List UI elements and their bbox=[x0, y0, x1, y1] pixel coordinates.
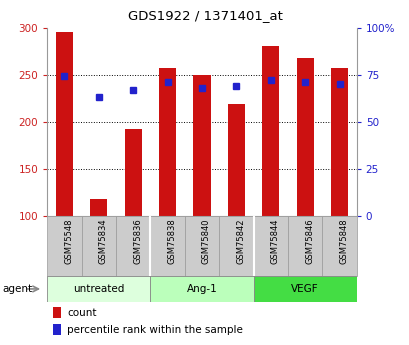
Bar bbox=[261, 47, 279, 216]
Text: GSM75848: GSM75848 bbox=[339, 218, 348, 264]
FancyBboxPatch shape bbox=[81, 216, 116, 276]
Bar bbox=[53, 324, 61, 335]
Text: percentile rank within the sample: percentile rank within the sample bbox=[67, 325, 242, 335]
Bar bbox=[47, 276, 150, 302]
FancyBboxPatch shape bbox=[253, 216, 287, 276]
Text: agent: agent bbox=[2, 284, 32, 294]
Text: GSM75834: GSM75834 bbox=[99, 218, 108, 264]
FancyBboxPatch shape bbox=[321, 216, 356, 276]
Bar bbox=[90, 199, 107, 216]
Text: GDS1922 / 1371401_at: GDS1922 / 1371401_at bbox=[127, 9, 282, 22]
Text: GSM75842: GSM75842 bbox=[236, 218, 245, 264]
Text: GSM75846: GSM75846 bbox=[304, 218, 313, 264]
FancyBboxPatch shape bbox=[47, 216, 81, 276]
Bar bbox=[56, 32, 73, 216]
Text: VEGF: VEGF bbox=[290, 284, 318, 294]
Bar bbox=[330, 68, 347, 216]
Text: GSM75836: GSM75836 bbox=[133, 218, 142, 264]
Text: GSM75548: GSM75548 bbox=[64, 218, 73, 264]
FancyBboxPatch shape bbox=[116, 216, 150, 276]
Bar bbox=[53, 307, 61, 318]
Text: GSM75838: GSM75838 bbox=[167, 218, 176, 264]
Bar bbox=[159, 68, 176, 216]
FancyBboxPatch shape bbox=[184, 216, 218, 276]
FancyBboxPatch shape bbox=[150, 216, 184, 276]
Text: Ang-1: Ang-1 bbox=[186, 284, 217, 294]
Bar bbox=[193, 75, 210, 216]
Text: GSM75840: GSM75840 bbox=[201, 218, 210, 264]
Bar bbox=[253, 276, 356, 302]
Text: GSM75844: GSM75844 bbox=[270, 218, 279, 264]
Bar bbox=[150, 276, 253, 302]
Text: untreated: untreated bbox=[73, 284, 124, 294]
Text: count: count bbox=[67, 308, 96, 317]
Bar bbox=[124, 129, 142, 216]
FancyBboxPatch shape bbox=[287, 216, 321, 276]
Bar bbox=[227, 104, 244, 216]
Bar bbox=[296, 58, 313, 216]
FancyBboxPatch shape bbox=[218, 216, 253, 276]
